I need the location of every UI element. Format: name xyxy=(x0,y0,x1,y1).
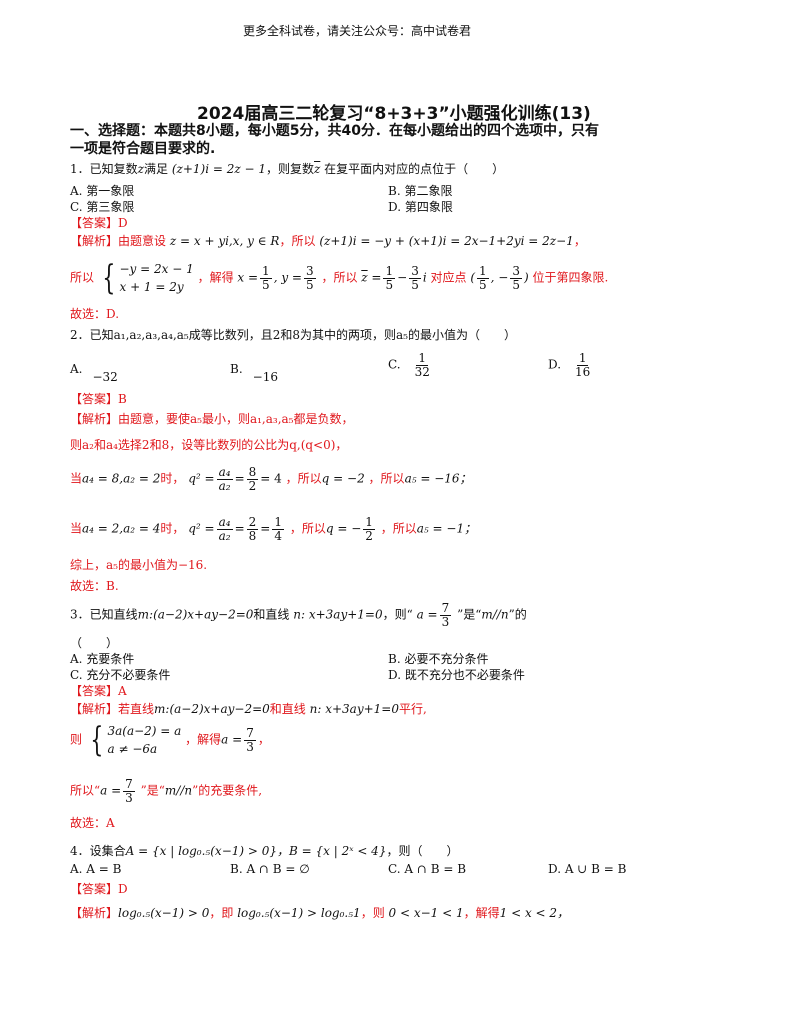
q3-answer: 【答案】A xyxy=(70,684,127,698)
q2-stem: 2．已知a₁,a₂,a₃,a₄,a₅成等比数列，且2和8为其中的两项，则a₅的最… xyxy=(70,328,516,342)
q3-paren: （ ） xyxy=(70,636,119,650)
q2-option-d[interactable]: D. 1 16 xyxy=(548,351,591,379)
q4-option-d[interactable]: D. A ∪ B = B xyxy=(548,862,627,876)
q2-analysis-line2: 则a₂和a₄选择2和8，设等比数列的公比为q,(q<0)， xyxy=(70,438,348,452)
q2-choose: 故选：B. xyxy=(70,579,119,593)
q2-analysis-line1: 【解析】由题意，要使a₅最小，则a₁,a₃,a₅都是负数， xyxy=(70,412,354,426)
q3-analysis-line3: 所以“a = 7 3 ”是“m//n”的充要条件, xyxy=(70,777,263,805)
q2-analysis-line5: 综上，a₅的最小值为−16. xyxy=(70,558,208,572)
q4-stem: 4．设集合A = {x | log₀.₅(x−1) > 0}，B = {x | … xyxy=(70,844,459,858)
header-note: 更多全科试卷，请关注公众号：高中试卷君 xyxy=(243,24,472,38)
q3-option-b[interactable]: B. 必要不充分条件 xyxy=(388,652,489,666)
q1-analysis-line1: 【解析】由题意设 z = x + yi,x, y ∈ R，所以 (z+1)i =… xyxy=(70,234,586,248)
q2-answer: 【答案】B xyxy=(70,392,127,406)
q3-option-a[interactable]: A. 充要条件 xyxy=(70,652,135,666)
q3-option-d[interactable]: D. 既不充分也不必要条件 xyxy=(388,668,525,682)
q3-choose: 故选：A xyxy=(70,816,115,830)
q3-option-c[interactable]: C. 充分不必要条件 xyxy=(70,668,171,682)
page-title: 2024届高三二轮复习“8+3+3”小题强化训练(13) xyxy=(197,104,591,124)
q4-answer: 【答案】D xyxy=(70,882,128,896)
q2-analysis-line3: 当a₄ = 8,a₂ = 2时， q² = a₄ a₂ = 8 2 = 4 ，所以q = −… xyxy=(70,465,472,493)
q2-option-b[interactable]: B.−16 xyxy=(230,362,278,384)
q3-stem: 3．已知直线m:(a−2)x+ay−2=0和直线 n: x+3ay+1=0，则“… xyxy=(70,601,527,629)
q1-option-a[interactable]: A. 第一象限 xyxy=(70,184,135,198)
q4-option-c[interactable]: C. A ∩ B = B xyxy=(388,862,467,876)
q1-stem: 1．已知复数z满足 (z+1)i = 2z − 1，则复数z 在复平面内对应的点… xyxy=(70,162,505,176)
section-heading-line1: 一、选择题：本题共8小题，每小题5分，共40分．在每小题给出的四个选项中，只有 xyxy=(70,123,599,139)
section-heading-line2: 一项是符合题目要求的. xyxy=(70,141,216,157)
q2-analysis-line4: 当a₄ = 2,a₂ = 4时， q² = a₄ a₂ = 2 8 = 1 4 ，所以q = −… xyxy=(70,515,477,543)
q2-option-a[interactable]: A.−32 xyxy=(70,362,118,384)
q4-analysis-line1: 【解析】log₀.₅(x−1) > 0，即 log₀.₅(x−1) > log₀… xyxy=(70,906,570,920)
q1-choose: 故选：D. xyxy=(70,307,120,321)
q1-option-b[interactable]: B. 第二象限 xyxy=(388,184,453,198)
q2-option-c[interactable]: C. 1 32 xyxy=(388,351,430,379)
q1-answer: 【答案】D xyxy=(70,216,128,230)
q3-analysis-line1: 【解析】若直线m:(a−2)x+ay−2=0和直线 n: x+3ay+1=0平行… xyxy=(70,702,427,716)
q4-option-a[interactable]: A. A = B xyxy=(70,862,122,876)
q1-option-c[interactable]: C. 第三象限 xyxy=(70,200,135,214)
q4-option-b[interactable]: B. A ∩ B = ∅ xyxy=(230,862,310,876)
q1-option-d[interactable]: D. 第四象限 xyxy=(388,200,453,214)
